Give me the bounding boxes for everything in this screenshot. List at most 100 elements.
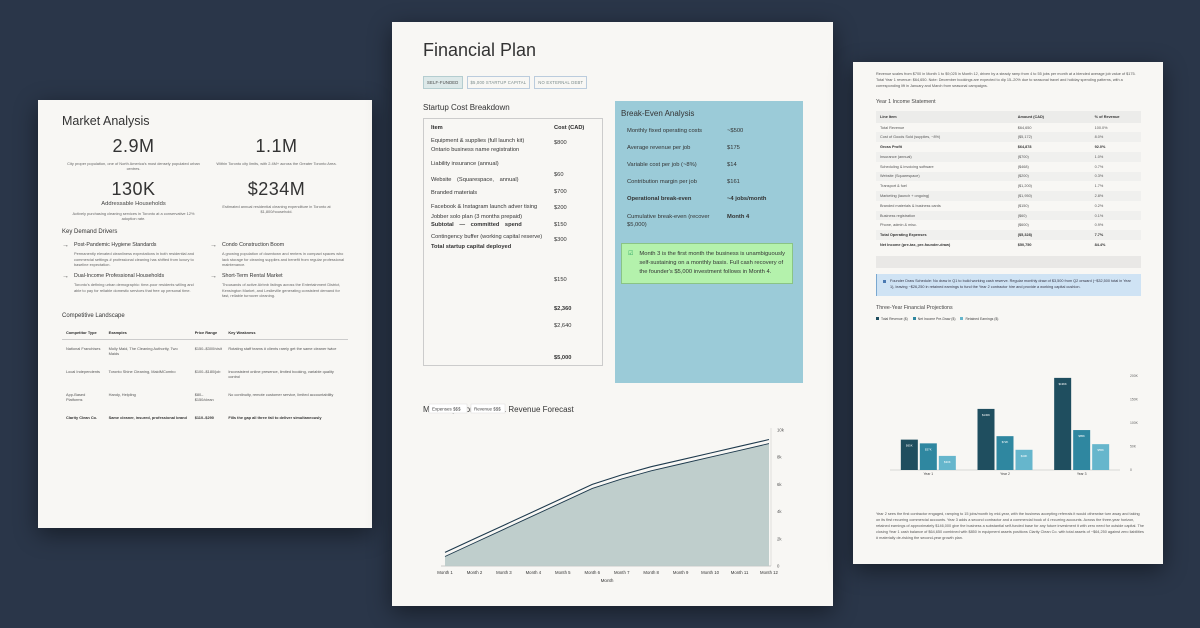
bar-value-label: $55K bbox=[1097, 448, 1104, 452]
driver-desc: Toronto's defining urban demographic: ti… bbox=[74, 282, 194, 293]
cost-value: $5,000 bbox=[554, 355, 572, 361]
x-tick-label: Month 4 bbox=[526, 570, 542, 575]
be-row: Operational break-even ~4 jobs/month bbox=[621, 195, 793, 203]
section-title: Startup Cost Breakdown bbox=[423, 103, 510, 112]
driver-grid: → Post-Pandemic Hygiene Standards Perman… bbox=[62, 242, 348, 299]
founder-note: Founder Draw Schedule: No draw in Q1 to … bbox=[876, 273, 1141, 296]
be-value: $175 bbox=[727, 145, 740, 152]
y-tick-label: 0 bbox=[1130, 468, 1132, 472]
cell: Fills the gap all three fail to deliver … bbox=[228, 414, 322, 420]
stat-card: $234M Estimated annual residential clean… bbox=[205, 179, 348, 222]
cost-value: $150 bbox=[554, 277, 567, 283]
column-header: Item bbox=[431, 125, 443, 131]
arrow-right-icon: → bbox=[62, 273, 69, 281]
x-tick-label: Month 2 bbox=[467, 570, 483, 575]
cell: App-Based Platforms bbox=[66, 391, 86, 403]
section-title: Year 1 Income Statement bbox=[876, 98, 936, 105]
legend-label: Revenue $$$ bbox=[474, 407, 501, 412]
callout-text: Month 3 is the first month the business … bbox=[639, 250, 786, 275]
cell: Local Independents bbox=[66, 368, 100, 374]
be-value: $14 bbox=[727, 162, 737, 169]
chart-legend: Total Revenue ($) Net Income Pre-Draw ($… bbox=[876, 317, 1141, 321]
income-statement-page: Revenue scales from $700 in Month 1 to $… bbox=[853, 62, 1163, 564]
x-tick-label: Month 9 bbox=[673, 570, 689, 575]
cell: 1.0% bbox=[1090, 151, 1141, 162]
table-row: Branded materials & business cards ($150)… bbox=[876, 201, 1141, 211]
column-header: Line Item bbox=[876, 110, 1014, 123]
stat-value: 2.9M bbox=[112, 136, 155, 156]
cell: $100–$180/job bbox=[194, 368, 221, 374]
y-tick-label: 6k bbox=[777, 482, 782, 487]
bar bbox=[900, 439, 918, 470]
tag-badge: SELF-FUNDED bbox=[423, 76, 463, 89]
tag-badge: NO EXTERNAL DEBT bbox=[534, 76, 588, 89]
table-header: Line Item Amount (CAD) % of Revenue bbox=[876, 110, 1141, 123]
cell: Branded materials & business cards bbox=[880, 203, 941, 208]
tag-row: SELF-FUNDED $5,000 STARTUP CAPITAL NO EX… bbox=[423, 76, 803, 89]
page-title: Market Analysis bbox=[62, 114, 150, 128]
y-tick-label: 10k bbox=[777, 428, 785, 433]
bar-value-label: $65K bbox=[906, 444, 913, 448]
callout-box: ☑ Month 3 is the first month the busines… bbox=[621, 242, 793, 284]
break-even-panel: Break-Even Analysis Monthly fixed operat… bbox=[615, 101, 803, 383]
cell: Scheduling & invoicing software bbox=[880, 164, 934, 169]
table-row: Net Income (pre-tax, pre-founder-draw) $5… bbox=[876, 240, 1141, 250]
income-table: Line Item Amount (CAD) % of Revenue Tota… bbox=[876, 110, 1141, 250]
cost-item: Contingency buffer (working capital rese… bbox=[431, 234, 543, 241]
be-row: Contribution margin per job $161 bbox=[621, 178, 793, 186]
market-analysis-page: Market Analysis 2.9M City proper populat… bbox=[38, 100, 372, 528]
legend-item bbox=[428, 403, 468, 414]
x-tick-label: Month 6 bbox=[585, 570, 601, 575]
cost-value: $60 bbox=[554, 172, 564, 178]
cell: Clarity Clean Co. bbox=[66, 414, 98, 420]
bar-value-label: $85K bbox=[1078, 434, 1085, 438]
legend-label: Expenses $$$ bbox=[432, 407, 461, 412]
be-row: Variable cost per job (~8%) $14 bbox=[621, 161, 793, 169]
cell: Toronto Shine Cleaning, MaidMCombo bbox=[108, 368, 176, 374]
series-line-revenue bbox=[444, 443, 770, 557]
cell: ($468) bbox=[1017, 164, 1029, 169]
y-tick-label: 4k bbox=[777, 509, 782, 514]
cell: 1.7% bbox=[1094, 184, 1104, 189]
cell: Handy, Helpling bbox=[108, 391, 136, 397]
x-tick-label: Year 1 bbox=[923, 472, 933, 476]
stat-desc: Actively purchasing cleaning services in… bbox=[72, 210, 195, 221]
revenue-area bbox=[445, 443, 769, 566]
driver-desc: A growing population of downtown and ren… bbox=[222, 251, 344, 267]
column-header: Key Weakness bbox=[224, 325, 348, 340]
cell: 0.2% bbox=[1094, 203, 1104, 208]
cell: 92.0% bbox=[1094, 145, 1106, 150]
x-tick-label: Month 7 bbox=[614, 570, 630, 575]
info-icon bbox=[883, 279, 886, 283]
driver-desc: Thousands of active Airbnb listings acro… bbox=[222, 282, 341, 299]
cell: 0.7% bbox=[1094, 164, 1104, 169]
table-row: Clarity Clean Co. Same cleaner, insured,… bbox=[62, 409, 348, 426]
stat-value: $234M bbox=[247, 178, 306, 199]
column-header: Examples bbox=[104, 325, 191, 340]
driver-title: Short-Term Rental Market bbox=[222, 273, 283, 280]
column-header: % of Revenue bbox=[1090, 110, 1141, 123]
arrow-right-icon: → bbox=[210, 242, 217, 250]
cell: Marketing (launch + ongoing) bbox=[876, 191, 1014, 201]
cell: Insurance (annual) bbox=[876, 151, 1014, 162]
cell: $110–$290 bbox=[194, 414, 214, 420]
y-tick-label: 2k bbox=[777, 536, 782, 541]
cell: 84.4% bbox=[1094, 242, 1106, 247]
be-row: Monthly fixed operating costs ~$500 bbox=[621, 127, 793, 135]
cost-item: Jobber solo plan (3 months prepaid) bbox=[431, 213, 523, 220]
competitor-table: Competitor Type Examples Price Range Key… bbox=[62, 325, 348, 426]
cost-item: Ontario business name registration bbox=[431, 147, 520, 154]
stat-value: 130K bbox=[111, 178, 156, 199]
table-row: National Franchises Molly Maid, The Clea… bbox=[62, 339, 348, 362]
table-row: Website (Squarespace) ($200) 0.3% bbox=[876, 171, 1141, 182]
cell: $64,650 bbox=[1017, 125, 1032, 130]
be-label: Monthly fixed operating costs bbox=[627, 128, 703, 134]
startup-cost-section: Startup Cost Breakdown Item Equipment & … bbox=[423, 103, 603, 383]
legend-item: Net Income Pre-Draw ($) bbox=[912, 317, 955, 321]
arrow-right-icon: → bbox=[210, 273, 217, 281]
bar bbox=[977, 408, 995, 470]
revenue-forecast-chart: Expenses $$$ Revenue $$$ 0 2k 4k 6k 8k 10k Month… bbox=[428, 403, 785, 583]
cell: No continuity, remote customer service, … bbox=[228, 391, 334, 397]
cell: 2.8% bbox=[1090, 191, 1141, 201]
cell: ($5,328) bbox=[1013, 230, 1091, 240]
